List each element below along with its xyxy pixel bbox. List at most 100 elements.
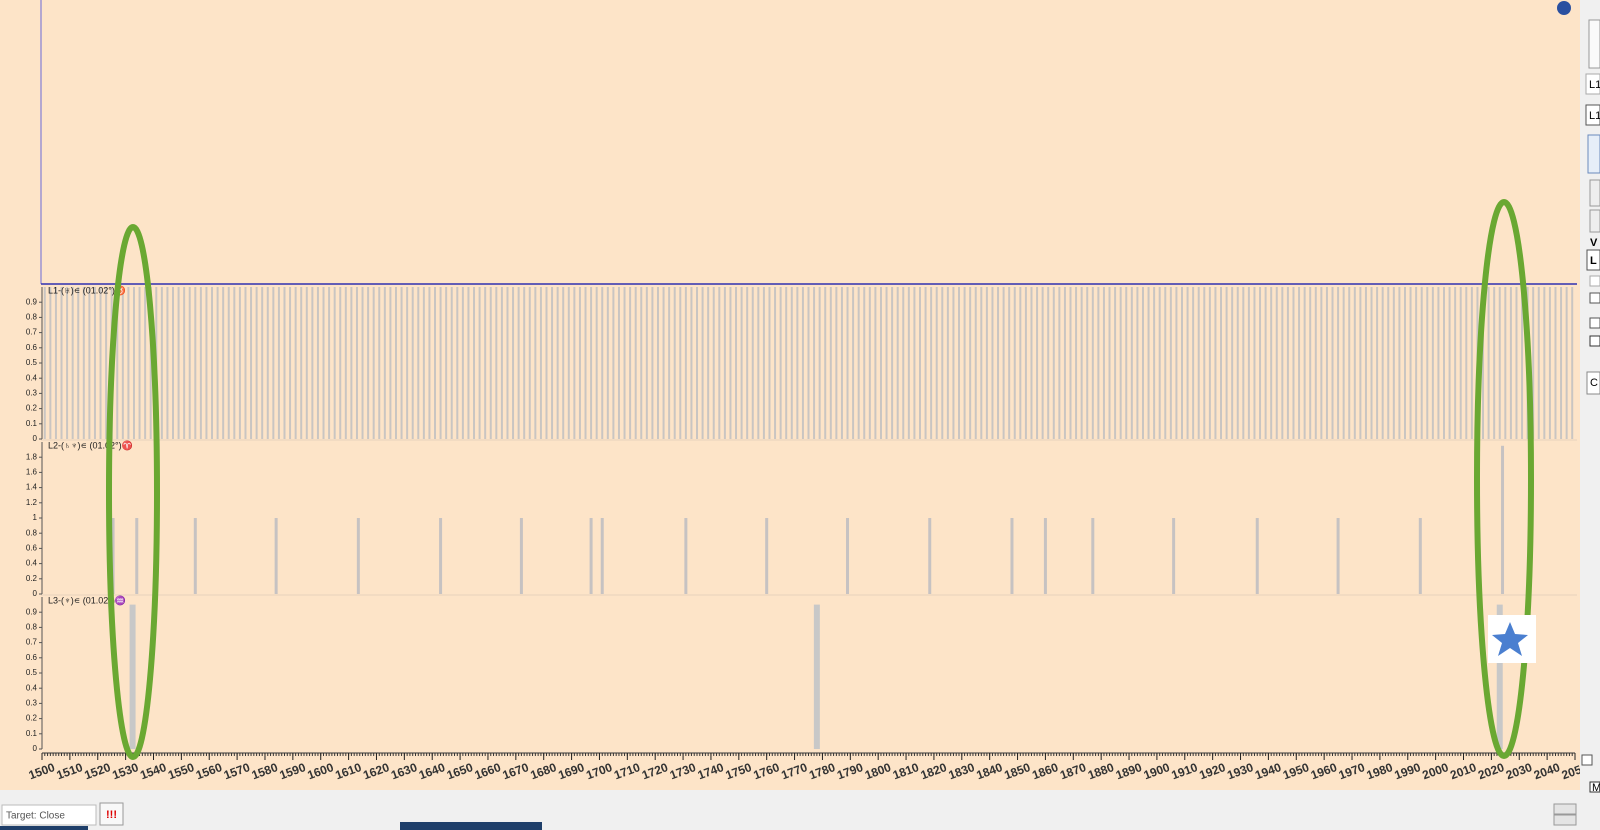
side-panel — [1580, 0, 1600, 830]
event-bar — [891, 287, 894, 439]
event-bar — [372, 287, 375, 439]
event-bar — [1286, 287, 1289, 439]
event-bar — [1370, 287, 1373, 439]
y-tick-label: 0.1 — [26, 729, 38, 738]
event-bar — [1130, 287, 1133, 439]
event-bar — [534, 287, 537, 439]
event-bar — [902, 287, 905, 439]
scroll-down[interactable] — [1553, 814, 1577, 826]
scroll-up[interactable] — [1553, 803, 1577, 815]
side-button[interactable] — [1589, 179, 1600, 207]
y-tick-label: 0.4 — [26, 373, 38, 382]
event-bar — [1013, 287, 1016, 439]
event-bar — [1270, 287, 1273, 439]
event-bar — [367, 287, 370, 439]
event-bar — [1203, 287, 1206, 439]
event-bar — [813, 287, 816, 439]
event-bar — [790, 287, 793, 439]
event-bar — [963, 287, 966, 439]
event-bar — [512, 287, 515, 439]
event-bar — [1169, 287, 1172, 439]
side-button[interactable] — [1589, 209, 1600, 233]
event-bar — [595, 287, 598, 439]
event-bar — [1487, 287, 1490, 439]
event-bar — [584, 287, 587, 439]
event-bar — [707, 287, 710, 439]
side-input[interactable] — [1586, 371, 1600, 395]
event-bar — [1392, 287, 1395, 439]
event-bar — [1208, 287, 1211, 439]
y-tick-label: 0.6 — [26, 343, 38, 352]
event-bar — [1309, 287, 1312, 439]
event-bar — [77, 287, 80, 439]
globe-icon[interactable] — [1557, 1, 1571, 15]
event-bar — [997, 287, 1000, 439]
event-bar — [138, 287, 141, 439]
event-bar — [1387, 287, 1390, 439]
y-tick-label: 1.8 — [26, 452, 38, 461]
event-bar — [1420, 287, 1423, 439]
event-bar — [1275, 287, 1278, 439]
event-bar — [211, 287, 214, 439]
y-tick-label: 0.7 — [26, 638, 38, 647]
highlight-ellipse — [106, 224, 160, 760]
checkbox[interactable] — [1589, 317, 1600, 329]
event-bar — [578, 287, 581, 439]
checkbox[interactable] — [1589, 781, 1600, 793]
checkbox[interactable] — [1589, 335, 1600, 347]
event-bar — [1141, 287, 1144, 439]
y-tick-label: 0.7 — [26, 328, 38, 337]
event-bar — [93, 287, 96, 439]
event-bar — [662, 287, 665, 439]
event-bar — [1153, 287, 1156, 439]
event-bar — [985, 287, 988, 439]
event-bar — [1119, 287, 1122, 439]
side-text: L — [1590, 255, 1597, 267]
event-bar — [49, 287, 52, 439]
event-bar — [857, 287, 860, 439]
event-bar — [227, 287, 230, 439]
event-bar — [1442, 287, 1445, 439]
checkbox[interactable] — [1581, 754, 1593, 766]
checkbox[interactable] — [1589, 292, 1600, 304]
event-bar — [1493, 287, 1496, 439]
event-bar — [545, 287, 548, 439]
event-bar — [1108, 287, 1111, 439]
side-button[interactable] — [1587, 134, 1600, 174]
event-bar — [556, 287, 559, 439]
event-bar — [924, 287, 927, 439]
event-bar — [233, 287, 236, 439]
side-text: V — [1590, 237, 1598, 249]
event-bar — [255, 287, 258, 439]
event-bar — [1504, 287, 1507, 439]
event-bar — [612, 287, 615, 439]
side-input[interactable] — [1586, 249, 1600, 271]
y-tick-label: 0.8 — [26, 528, 38, 537]
event-bar — [193, 518, 197, 594]
event-bar — [1554, 287, 1557, 439]
alert-button[interactable] — [99, 802, 124, 826]
event-bar — [1214, 287, 1217, 439]
star-icon[interactable] — [1492, 622, 1528, 656]
event-bar — [144, 287, 147, 439]
side-input[interactable] — [1585, 73, 1600, 95]
event-bar — [378, 287, 381, 439]
event-bar — [765, 518, 769, 594]
event-bar — [1242, 287, 1245, 439]
event-bar — [445, 287, 448, 439]
side-input[interactable] — [1585, 104, 1600, 126]
event-bar — [606, 287, 609, 439]
event-bar — [1515, 287, 1518, 439]
event-bar — [807, 287, 810, 439]
checkbox[interactable] — [1589, 275, 1600, 287]
event-bar — [250, 287, 253, 439]
event-bar — [400, 287, 403, 439]
event-bar — [99, 287, 102, 439]
event-bar — [467, 287, 470, 439]
plot-area: 0 0.1 0.2 0.3 0.4 0.5 0.6 0.7 0.8 0.9 L1-(♅)∊ (01.… — [26, 284, 1590, 782]
y-tick-label: 0 — [33, 434, 38, 443]
event-bar — [1086, 287, 1089, 439]
event-bar — [1136, 287, 1139, 439]
side-button[interactable] — [1588, 19, 1600, 69]
